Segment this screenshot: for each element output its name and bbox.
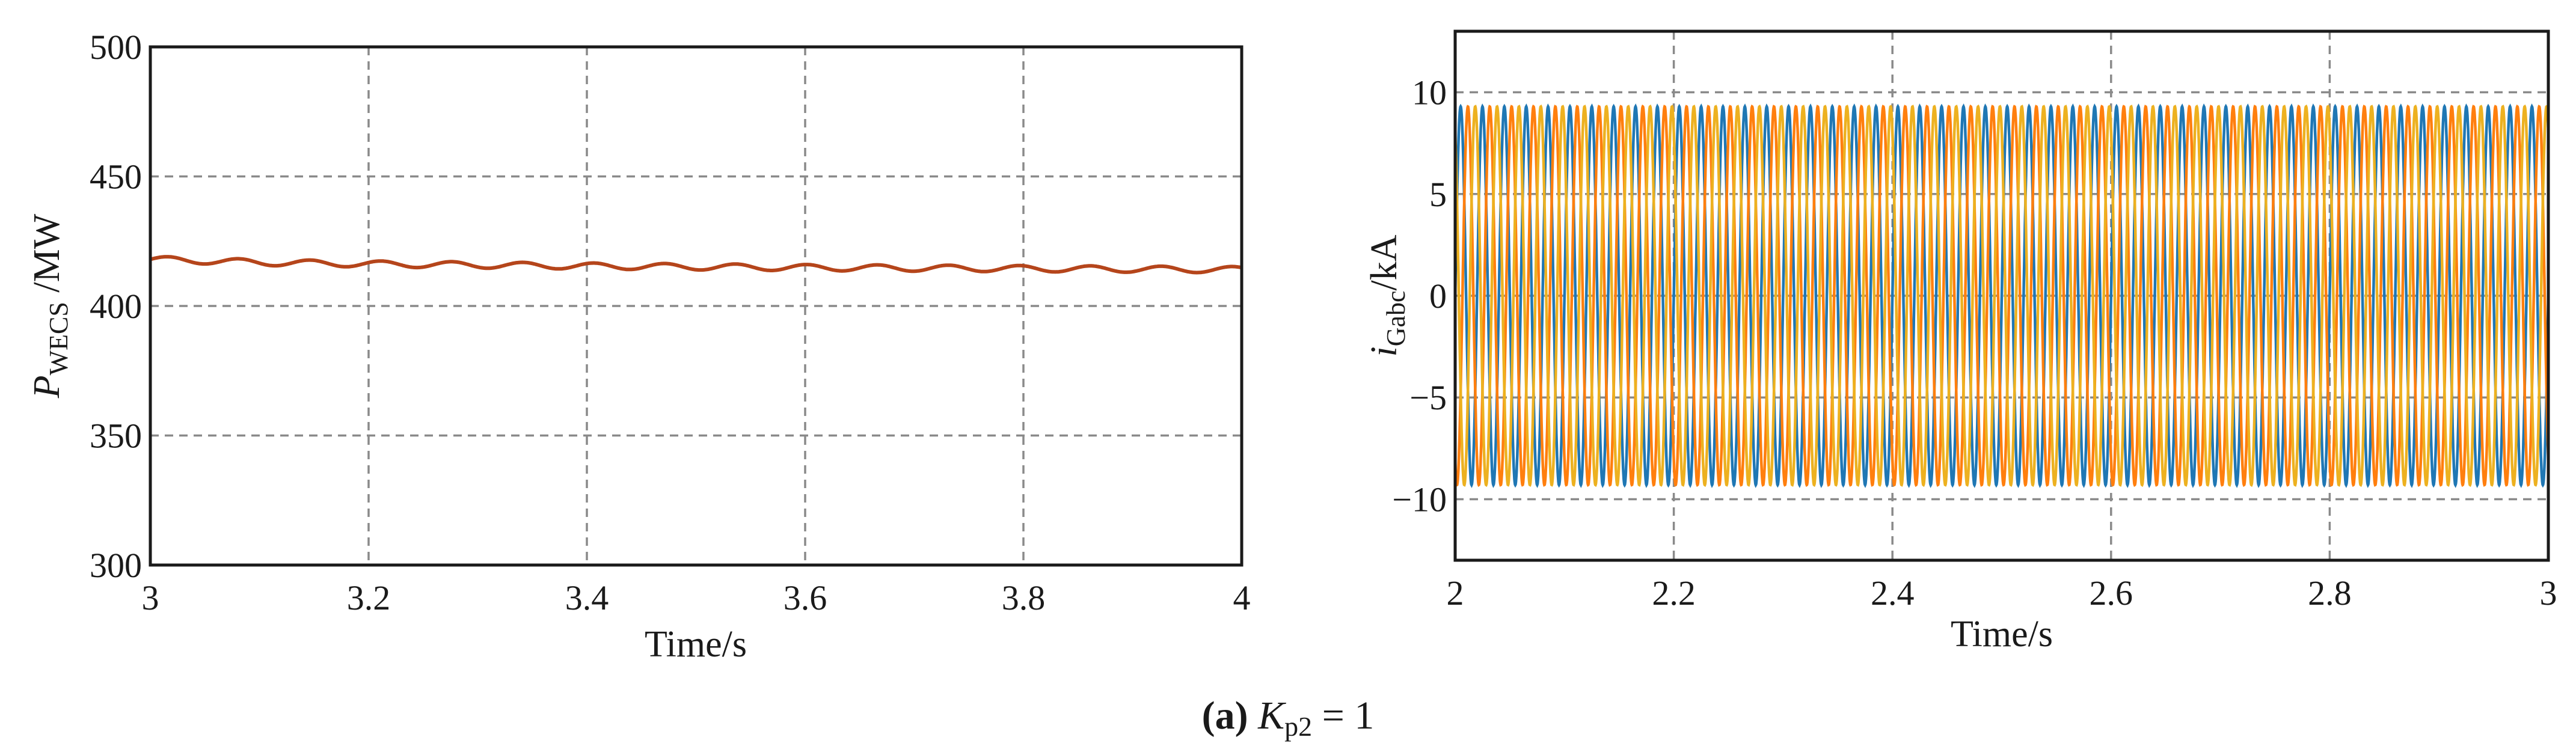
left-gridlines bbox=[150, 47, 1242, 565]
right-y-axis-subscript: Gabc bbox=[1381, 290, 1411, 346]
series-line-i_Ga bbox=[1455, 103, 2548, 488]
right-x-tick-labels: 2 2.2 2.4 2.6 2.8 3 bbox=[1447, 573, 2557, 613]
left-x-axis-label: Time/s bbox=[645, 624, 747, 665]
right-y-axis-unit: /kA bbox=[1364, 234, 1405, 290]
right-x-tick-label: 3 bbox=[2540, 573, 2557, 613]
right-y-tick-label: 5 bbox=[1429, 175, 1447, 214]
right-y-tick-label: −10 bbox=[1392, 480, 1447, 519]
right-x-tick-label: 2.4 bbox=[1871, 573, 1915, 613]
left-y-tick-labels: 300 350 400 450 500 bbox=[90, 28, 142, 585]
left-x-tick-label: 3 bbox=[142, 578, 159, 617]
figure-caption: (a) Kp2 = 1 bbox=[1202, 694, 1375, 742]
left-y-tick-label: 500 bbox=[90, 28, 142, 67]
left-y-tick-label: 300 bbox=[90, 546, 142, 585]
caption-param-symbol: K bbox=[1257, 694, 1286, 738]
caption-param-value: = 1 bbox=[1312, 694, 1374, 738]
right-plot-frame bbox=[1453, 29, 2550, 562]
left-series-group bbox=[150, 255, 1242, 275]
right-x-tick-label: 2.6 bbox=[2090, 573, 2133, 613]
left-x-tick-labels: 3 3.2 3.4 3.6 3.8 4 bbox=[142, 578, 1251, 617]
right-y-tick-label: 10 bbox=[1412, 73, 1447, 112]
right-y-tick-label: −5 bbox=[1409, 378, 1447, 417]
left-y-tick-label: 450 bbox=[90, 157, 142, 197]
chart-left: 3 3.2 3.4 3.6 3.8 4 300 350 400 450 500 Time/s PW… bbox=[26, 28, 1251, 665]
series-line-i_Gc bbox=[1455, 104, 2548, 488]
right-y-tick-labels: −10 −5 0 5 10 bbox=[1392, 73, 1447, 519]
right-x-tick-label: 2.8 bbox=[2308, 573, 2352, 613]
caption-label: (a) bbox=[1202, 694, 1248, 738]
right-series-group bbox=[1455, 103, 2548, 488]
left-y-axis-unit: /MW bbox=[26, 213, 67, 302]
right-x-axis-label: Time/s bbox=[1951, 614, 2053, 655]
right-x-tick-label: 2 bbox=[1447, 573, 1464, 613]
left-y-axis-subscript: WECS bbox=[44, 302, 73, 375]
right-y-tick-label: 0 bbox=[1429, 277, 1447, 316]
left-y-axis-label: PWECS /MW bbox=[26, 213, 73, 399]
left-x-tick-label: 4 bbox=[1233, 578, 1251, 617]
left-plot-frame bbox=[149, 45, 1244, 567]
left-x-tick-label: 3.4 bbox=[565, 578, 609, 617]
right-x-tick-label: 2.2 bbox=[1652, 573, 1696, 613]
series-line-i_Gb bbox=[1455, 104, 2548, 488]
left-x-tick-label: 3.6 bbox=[784, 578, 827, 617]
caption-param-subscript: p2 bbox=[1284, 711, 1312, 742]
right-y-axis-symbol: i bbox=[1364, 346, 1405, 356]
left-y-tick-label: 350 bbox=[90, 417, 142, 456]
series-line-P_WECS bbox=[150, 255, 1242, 275]
chart-right: 2 2.2 2.4 2.6 2.8 3 −10 −5 0 5 10 Time/s iGabc/kA bbox=[1364, 29, 2557, 655]
left-y-axis-symbol: P bbox=[26, 375, 67, 399]
left-x-tick-label: 3.8 bbox=[1002, 578, 1046, 617]
right-y-axis-label: iGabc/kA bbox=[1364, 234, 1411, 356]
left-y-tick-label: 400 bbox=[90, 287, 142, 326]
left-x-tick-label: 3.2 bbox=[347, 578, 391, 617]
